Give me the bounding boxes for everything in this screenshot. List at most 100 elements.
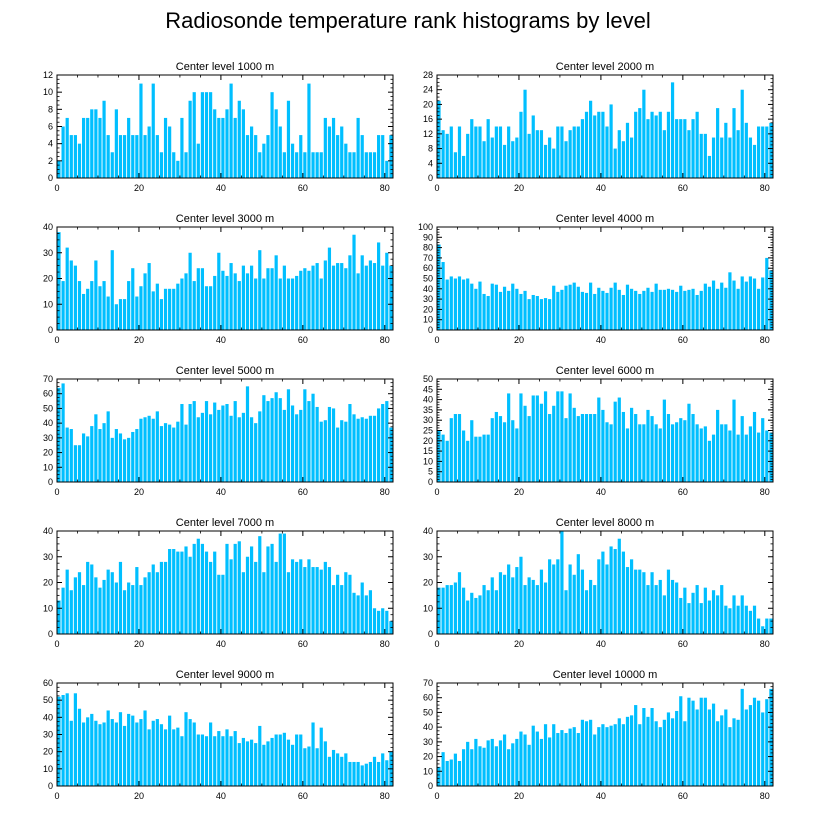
bar [188,719,192,786]
bar [757,618,761,634]
bar [482,585,486,634]
y-tick-label: 50 [43,403,53,413]
bar [106,710,110,786]
panel-title: Center level 7000 m [176,517,274,529]
bar [642,89,646,178]
bar [658,289,662,330]
bar [209,286,213,330]
bar [241,412,245,482]
bar [176,421,180,482]
bar [245,135,250,178]
bar [217,117,221,178]
bar [139,286,143,330]
bar [241,109,245,178]
y-tick-label: 40 [43,222,53,232]
bar [237,541,241,634]
bar [319,421,323,482]
bar [527,299,531,330]
bar [159,724,164,786]
bar [94,720,98,786]
bar [110,250,114,330]
bar [474,288,478,330]
bar [629,137,634,178]
bar [192,722,196,786]
bar [683,420,687,482]
bar [381,135,385,178]
bar [163,117,168,178]
x-tick-label: 20 [134,639,144,649]
bar [204,286,209,330]
y-tick-label: 40 [43,418,53,428]
bar [372,608,377,634]
bar [184,712,188,786]
bar [519,556,523,634]
bar [515,428,519,482]
bar [724,287,728,330]
bar [453,152,457,178]
bar [584,721,589,786]
bar [740,688,744,786]
bar [344,572,348,634]
bar [670,289,675,330]
y-tick-label: 30 [423,737,433,747]
bar [498,416,503,482]
bar [65,427,69,482]
panel-2: Center level 3000 m 0 10 20 30 40 0 20 40 60 80 [43,213,394,345]
bar [695,424,699,482]
bar [86,436,90,482]
x-tick-label: 60 [298,639,308,649]
bar [494,284,498,330]
bar [449,276,453,330]
bar [732,595,736,634]
bar [61,383,65,482]
bar [155,283,159,330]
bar [748,705,753,786]
panel-7: Center level 8000 m 0 10 20 30 40 0 20 40 60 80 [423,517,774,649]
bar [221,736,225,786]
bar [381,753,385,786]
y-tick-label: 40 [423,526,433,536]
bar [679,696,683,786]
y-tick-label: 45 [423,384,433,394]
bar [703,587,707,634]
bar [621,294,625,330]
bar [490,577,494,634]
bar [757,700,761,786]
bar [539,569,544,634]
bar [352,592,356,634]
bar [307,83,311,178]
bar [699,290,703,330]
bar [482,434,486,482]
bar [601,290,605,330]
x-tick-label: 0 [54,487,59,497]
x-tick-label: 60 [678,487,688,497]
bar [564,418,568,482]
y-tick-label: 70 [423,678,433,688]
bar [176,160,180,178]
bar [377,408,381,482]
bar [625,567,630,634]
bar [466,133,470,178]
bar [180,404,184,482]
bar [270,398,274,482]
bar [564,285,568,330]
bar [168,126,172,178]
bar [57,387,61,482]
bar [114,582,118,634]
bar [560,126,564,178]
bar [344,268,348,330]
panel-title: Center level 1000 m [176,61,274,73]
bar [642,424,646,482]
bar [437,766,441,786]
bar [609,546,613,634]
y-tick-label: 10 [43,299,53,309]
y-tick-label: 40 [423,395,433,405]
bar [225,543,229,634]
y-tick-label: 30 [43,552,53,562]
bar [57,696,61,786]
bar [196,143,200,178]
bar [102,423,106,482]
bar [752,144,757,178]
y-tick-label: 30 [43,433,53,443]
y-tick-label: 20 [43,578,53,588]
